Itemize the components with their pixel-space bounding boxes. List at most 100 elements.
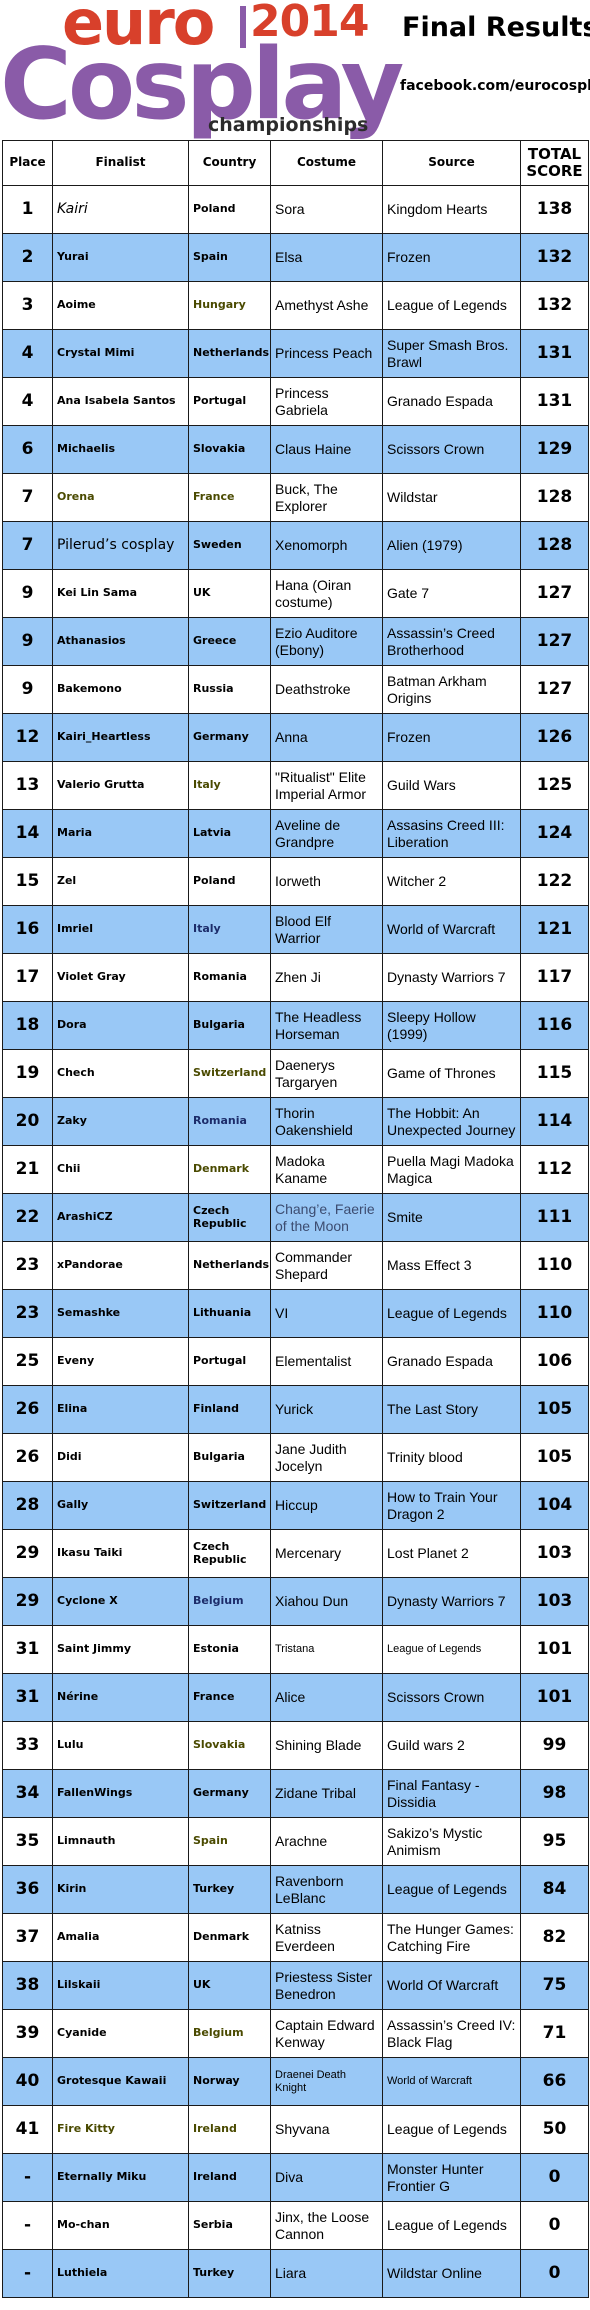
- place-cell: 26: [2, 1385, 53, 1434]
- logo-divider: [240, 6, 246, 48]
- country-cell: Romania: [188, 953, 271, 1002]
- country-cell: Ireland: [188, 2153, 271, 2202]
- source-cell: Granado Espada: [382, 1337, 521, 1386]
- page-title: Final Results: [402, 12, 590, 43]
- table-row: 9 Bakemono Russia Deathstroke Batman Arkham …: [2, 665, 589, 714]
- costume-cell: Zhen Ji: [270, 953, 383, 1002]
- score-cell: 105: [520, 1433, 589, 1482]
- source-cell: Wildstar Online: [382, 2249, 521, 2298]
- score-cell: 71: [520, 2009, 589, 2058]
- place-cell: 31: [2, 1673, 53, 1722]
- source-cell: Assasins Creed III: Liberation: [382, 809, 521, 858]
- source-cell: Guild wars 2: [382, 1721, 521, 1770]
- source-cell: League of Legends: [382, 1865, 521, 1914]
- place-cell: 25: [2, 1337, 53, 1386]
- source-cell: World Of Warcraft: [382, 1961, 521, 2010]
- finalist-cell: Kirin: [52, 1865, 189, 1914]
- source-cell: Super Smash Bros. Brawl: [382, 329, 521, 378]
- country-cell: Switzerland: [188, 1049, 271, 1098]
- score-cell: 124: [520, 809, 589, 858]
- country-cell: Bulgaria: [188, 1433, 271, 1482]
- costume-cell: Deathstroke: [270, 665, 383, 714]
- place-cell: 29: [2, 1529, 53, 1578]
- country-cell: Switzerland: [188, 1481, 271, 1530]
- finalist-cell: Crystal Mimi: [52, 329, 189, 378]
- table-row: 7 Pilerud’s cosplay Sweden Xenomorph Alien (…: [2, 521, 589, 570]
- table-row: 40 Grotesque Kawaii Norway Draenei Death Kn…: [2, 2057, 589, 2106]
- source-cell: How to Train Your Dragon 2: [382, 1481, 521, 1530]
- finalist-cell: ArashiCZ: [52, 1193, 189, 1242]
- place-cell: 17: [2, 953, 53, 1002]
- table-row: 31 Saint Jimmy Estonia Tristana League of Le…: [2, 1625, 589, 1674]
- costume-cell: Priestess Sister Benedron: [270, 1961, 383, 2010]
- country-cell: Russia: [188, 665, 271, 714]
- finalist-cell: Grotesque Kawaii: [52, 2057, 189, 2106]
- costume-cell: Daenerys Targaryen: [270, 1049, 383, 1098]
- place-cell: 41: [2, 2105, 53, 2154]
- place-cell: -: [2, 2201, 53, 2250]
- score-cell: 138: [520, 185, 589, 234]
- finalist-cell: Valerio Grutta: [52, 761, 189, 810]
- source-cell: Witcher 2: [382, 857, 521, 906]
- costume-cell: The Headless Horseman: [270, 1001, 383, 1050]
- score-cell: 111: [520, 1193, 589, 1242]
- place-cell: 23: [2, 1241, 53, 1290]
- table-row: 19 Chech Switzerland Daenerys Targaryen Game…: [2, 1049, 589, 1098]
- source-cell: Lost Planet 2: [382, 1529, 521, 1578]
- country-cell: Spain: [188, 1817, 271, 1866]
- score-cell: 126: [520, 713, 589, 762]
- costume-cell: Commander Shepard: [270, 1241, 383, 1290]
- source-cell: Puella Magi Madoka Magica: [382, 1145, 521, 1194]
- finalist-cell: Lilskaii: [52, 1961, 189, 2010]
- source-cell: Gate 7: [382, 569, 521, 618]
- finalist-cell: Chech: [52, 1049, 189, 1098]
- place-cell: 21: [2, 1145, 53, 1194]
- table-row: - Mo-chan Serbia Jinx, the Loose Cannon Leag…: [2, 2201, 589, 2250]
- place-cell: 38: [2, 1961, 53, 2010]
- costume-cell: Alice: [270, 1673, 383, 1722]
- table-row: 3 Aoime Hungary Amethyst Ashe League of Lege…: [2, 281, 589, 330]
- table-row: 21 Chii Denmark Madoka Kaname Puella Magi Ma…: [2, 1145, 589, 1194]
- score-cell: 104: [520, 1481, 589, 1530]
- source-cell: World of Warcraft: [382, 905, 521, 954]
- country-cell: Sweden: [188, 521, 271, 570]
- source-cell: Scissors Crown: [382, 425, 521, 474]
- place-cell: 26: [2, 1433, 53, 1482]
- finalist-cell: Luthiela: [52, 2249, 189, 2298]
- score-cell: 129: [520, 425, 589, 474]
- source-cell: Monster Hunter Frontier G: [382, 2153, 521, 2202]
- place-cell: 34: [2, 1769, 53, 1818]
- costume-cell: "Ritualist" Elite Imperial Armor: [270, 761, 383, 810]
- costume-cell: Blood Elf Warrior: [270, 905, 383, 954]
- source-cell: League of Legends: [382, 1289, 521, 1338]
- table-row: 14 Maria Latvia Aveline de Grandpre Assasins…: [2, 809, 589, 858]
- place-cell: 33: [2, 1721, 53, 1770]
- score-cell: 116: [520, 1001, 589, 1050]
- country-cell: Bulgaria: [188, 1001, 271, 1050]
- finalist-cell: FallenWings: [52, 1769, 189, 1818]
- table-row: 22 ArashiCZ Czech Republic Chang’e, Faerie …: [2, 1193, 589, 1242]
- country-cell: Germany: [188, 1769, 271, 1818]
- source-cell: World of Warcraft: [382, 2057, 521, 2106]
- table-row: - Luthiela Turkey Liara Wildstar Online 0: [2, 2249, 589, 2298]
- score-cell: 101: [520, 1625, 589, 1674]
- costume-cell: Mercenary: [270, 1529, 383, 1578]
- score-cell: 125: [520, 761, 589, 810]
- country-cell: France: [188, 473, 271, 522]
- table-row: 23 Semashke Lithuania VI League of Legends 11…: [2, 1289, 589, 1338]
- column-header-costume: Costume: [270, 140, 383, 186]
- finalist-cell: Amalia: [52, 1913, 189, 1962]
- table-row: 16 Imriel Italy Blood Elf Warrior World of W…: [2, 905, 589, 954]
- score-cell: 106: [520, 1337, 589, 1386]
- costume-cell: Iorweth: [270, 857, 383, 906]
- finalist-cell: Chii: [52, 1145, 189, 1194]
- facebook-link[interactable]: facebook.com/eurocosplay: [400, 78, 590, 94]
- table-row: 29 Cyclone X Belgium Xiahou Dun Dynasty Warr…: [2, 1577, 589, 1626]
- place-cell: 12: [2, 713, 53, 762]
- score-cell: 132: [520, 281, 589, 330]
- finalist-cell: Cyclone X: [52, 1577, 189, 1626]
- column-header-place: Place: [2, 140, 53, 186]
- score-cell: 103: [520, 1577, 589, 1626]
- finalist-cell: Violet Gray: [52, 953, 189, 1002]
